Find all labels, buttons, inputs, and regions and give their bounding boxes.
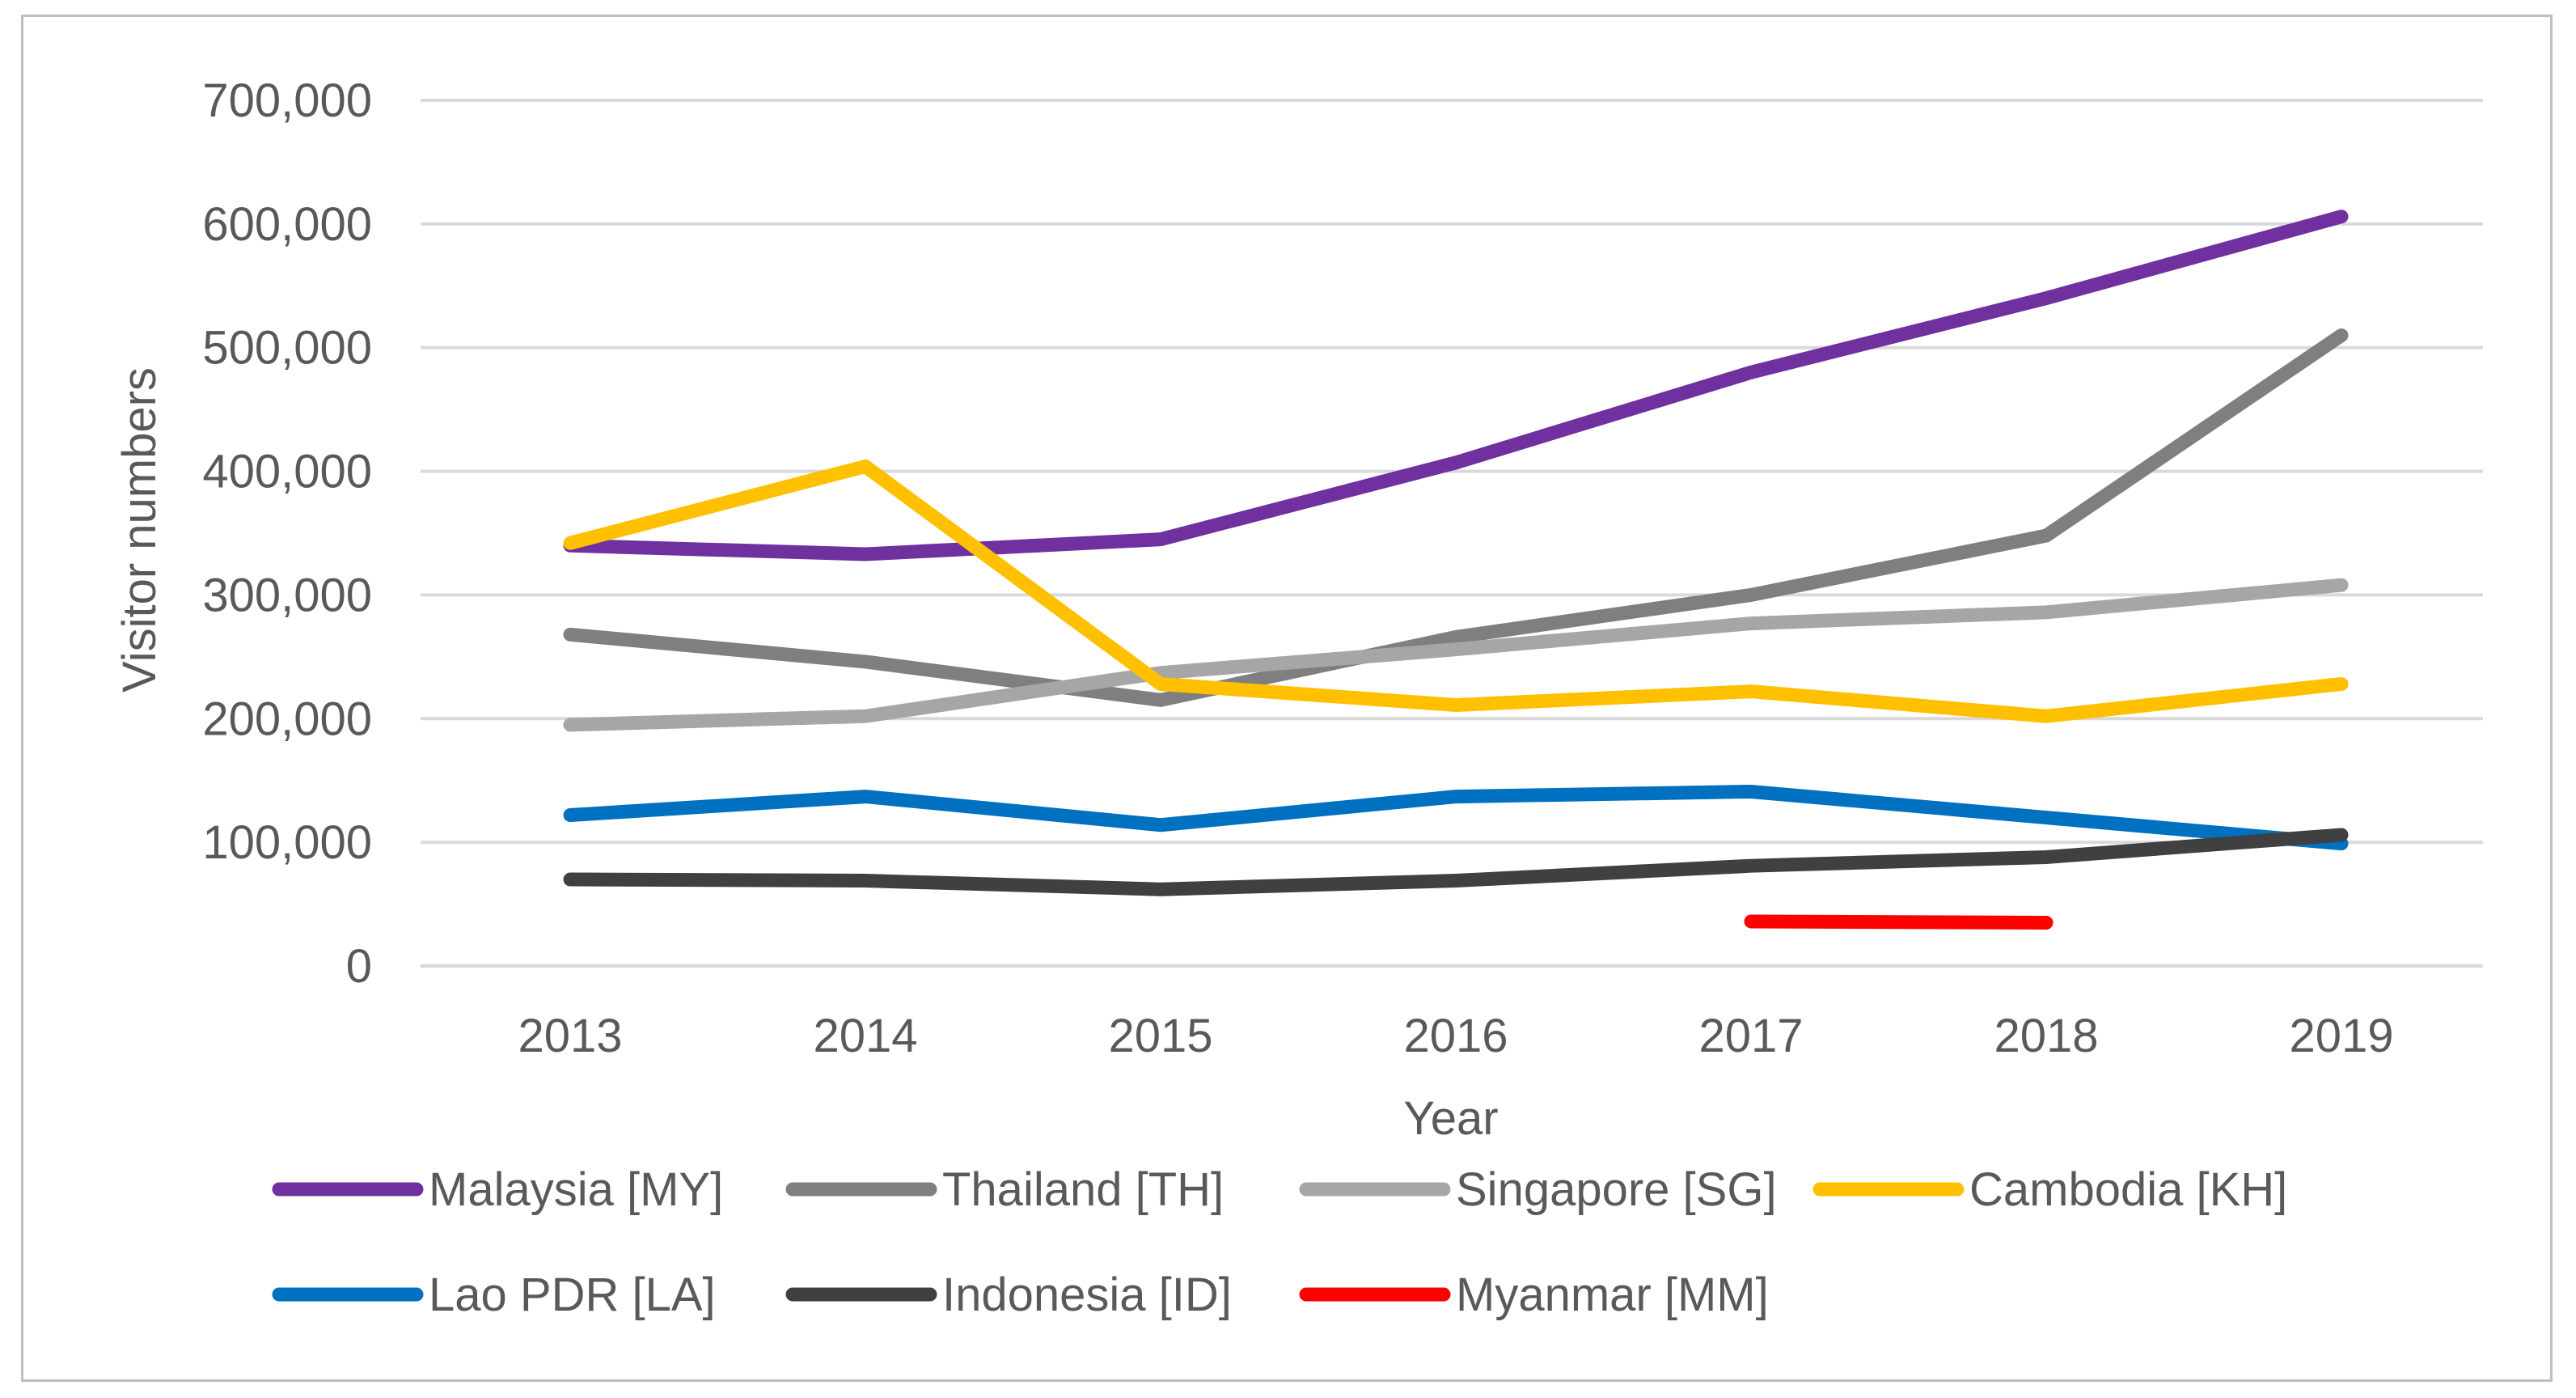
y-tick-label: 700,000 <box>202 74 372 127</box>
series-line-lao <box>563 784 2349 851</box>
x-tick-labels: 2013 2014 2015 2016 2017 2018 2019 <box>518 1010 2393 1062</box>
x-tick-label: 2015 <box>1108 1010 1212 1062</box>
series-line-myanmar <box>1744 914 2054 930</box>
y-tick-label: 300,000 <box>202 569 372 621</box>
x-tick-label: 2013 <box>518 1010 622 1062</box>
series-line-malaysia <box>563 210 2349 561</box>
y-tick-label: 500,000 <box>202 322 372 375</box>
legend-label: Myanmar [MM] <box>1456 1269 1769 1321</box>
gridlines <box>421 99 2483 968</box>
legend-label: Lao PDR [LA] <box>429 1269 716 1321</box>
x-axis-title: Year <box>1403 1092 1498 1145</box>
y-axis-title: Visitor numbers <box>113 367 166 693</box>
series-line-singapore <box>563 578 2349 732</box>
y-tick-label: 0 <box>346 940 372 993</box>
series-lines <box>563 210 2349 930</box>
y-tick-label: 600,000 <box>202 198 372 251</box>
y-tick-label: 100,000 <box>202 816 372 869</box>
x-tick-label: 2018 <box>1994 1010 2098 1062</box>
series-line-thailand <box>563 328 2349 707</box>
legend-label: Singapore [SG] <box>1456 1163 1777 1216</box>
y-tick-label: 200,000 <box>202 693 372 745</box>
legend-label: Malaysia [MY] <box>429 1163 723 1216</box>
legend: Malaysia [MY] Thailand [TH] Singapore [SG]… <box>272 1163 2287 1321</box>
y-tick-labels: 0 100,000 200,000 300,000 400,000 500,000 600,… <box>202 74 372 993</box>
x-tick-label: 2019 <box>2289 1010 2393 1062</box>
y-tick-label: 400,000 <box>202 446 372 498</box>
series-line-cambodia <box>563 459 2349 723</box>
x-tick-label: 2016 <box>1403 1010 1508 1062</box>
x-tick-label: 2014 <box>813 1010 917 1062</box>
series-line-indonesia <box>563 828 2349 896</box>
legend-label: Indonesia [ID] <box>942 1269 1232 1321</box>
x-tick-label: 2017 <box>1698 1010 1803 1062</box>
legend-label: Thailand [TH] <box>942 1163 1224 1216</box>
legend-label: Cambodia [KH] <box>1969 1163 2287 1216</box>
